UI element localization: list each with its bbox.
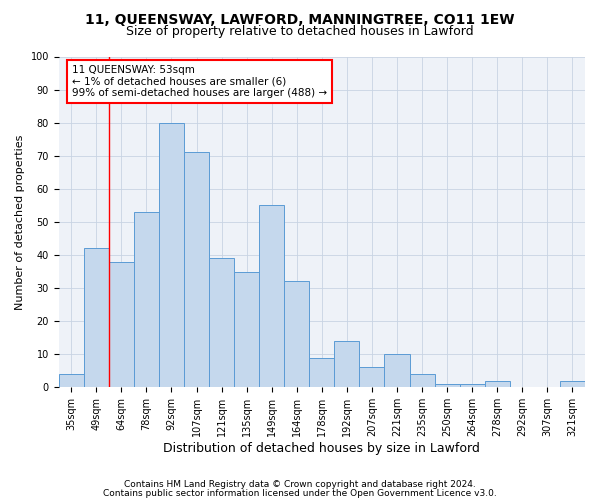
Text: Contains public sector information licensed under the Open Government Licence v3: Contains public sector information licen…: [103, 488, 497, 498]
Bar: [410, 374, 434, 388]
Bar: [560, 380, 585, 388]
Bar: [109, 262, 134, 388]
Bar: [134, 212, 159, 388]
Bar: [334, 341, 359, 388]
Bar: [434, 384, 460, 388]
Y-axis label: Number of detached properties: Number of detached properties: [15, 134, 25, 310]
Bar: [59, 374, 84, 388]
Bar: [209, 258, 234, 388]
Bar: [309, 358, 334, 388]
Bar: [234, 272, 259, 388]
Bar: [259, 206, 284, 388]
Bar: [159, 122, 184, 388]
Bar: [460, 384, 485, 388]
Bar: [359, 368, 385, 388]
Text: Size of property relative to detached houses in Lawford: Size of property relative to detached ho…: [126, 25, 474, 38]
Bar: [485, 380, 510, 388]
Text: 11 QUEENSWAY: 53sqm
← 1% of detached houses are smaller (6)
99% of semi-detached: 11 QUEENSWAY: 53sqm ← 1% of detached hou…: [72, 65, 327, 98]
X-axis label: Distribution of detached houses by size in Lawford: Distribution of detached houses by size …: [163, 442, 480, 455]
Bar: [284, 282, 309, 388]
Text: 11, QUEENSWAY, LAWFORD, MANNINGTREE, CO11 1EW: 11, QUEENSWAY, LAWFORD, MANNINGTREE, CO1…: [85, 12, 515, 26]
Bar: [84, 248, 109, 388]
Bar: [184, 152, 209, 388]
Bar: [385, 354, 410, 388]
Text: Contains HM Land Registry data © Crown copyright and database right 2024.: Contains HM Land Registry data © Crown c…: [124, 480, 476, 489]
